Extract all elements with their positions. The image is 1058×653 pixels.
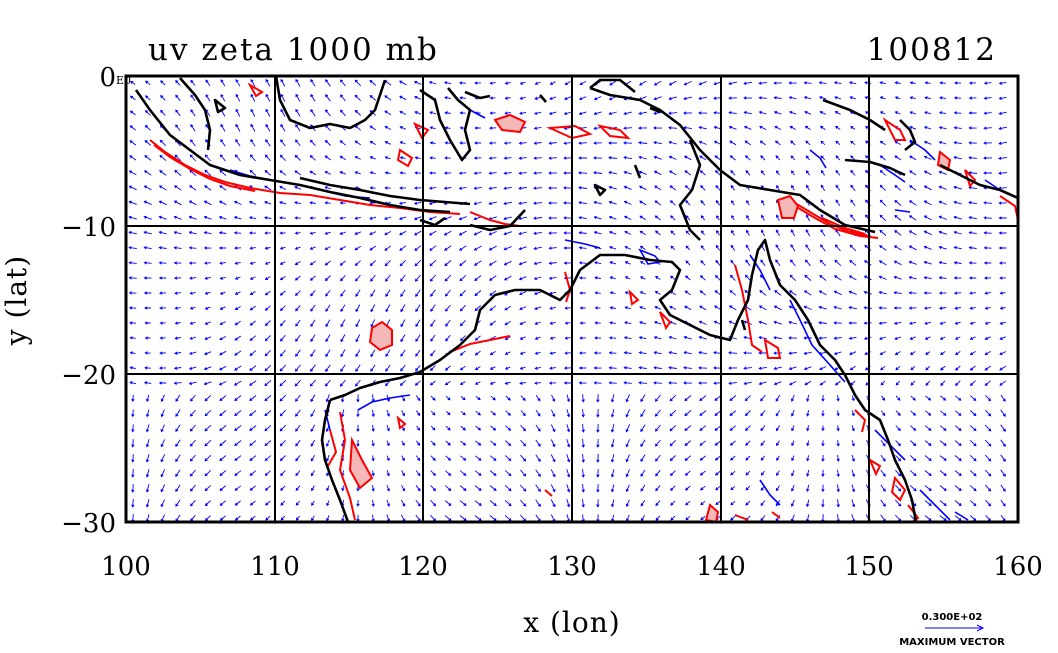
x-axis-title: x (lon) — [523, 606, 620, 639]
vorticity-contours — [149, 82, 1018, 522]
y-tick-labels: 0 −10 −20 −30 — [61, 63, 116, 539]
map-title: uv zeta 1000 mb — [148, 32, 439, 68]
y-tick-minus10: −10 — [61, 213, 116, 243]
grid-lines — [126, 76, 1018, 522]
date-label: 100812 — [867, 32, 997, 68]
plot-area — [124, 74, 1020, 524]
y-axis-title: y (lat) — [0, 255, 33, 346]
x-tick-100: 100 — [101, 552, 151, 582]
y-tick-0: 0 — [99, 63, 116, 93]
x-tick-160: 160 — [993, 552, 1043, 582]
reference-vector-legend: 0.300E+02 MAXIMUM VECTOR — [899, 612, 1005, 648]
reference-vector-arrow — [925, 624, 985, 632]
plot-frame — [124, 74, 1020, 524]
y-tick-minus20: −20 — [61, 361, 116, 391]
x-tick-120: 120 — [398, 552, 448, 582]
x-tick-110: 110 — [250, 552, 300, 582]
x-tick-130: 130 — [547, 552, 597, 582]
x-tick-140: 140 — [696, 552, 746, 582]
reference-vector-caption: MAXIMUM VECTOR — [899, 637, 1005, 648]
wind-vector-field — [128, 78, 1008, 522]
y-tick-minus30: −30 — [61, 509, 116, 539]
positive-vorticity-contours — [149, 82, 1018, 522]
corner-label: E0 — [116, 74, 131, 87]
wind-vector-arrows — [128, 78, 1008, 522]
x-tick-150: 150 — [844, 552, 894, 582]
reference-vector-value: 0.300E+02 — [922, 612, 983, 623]
x-tick-labels: 100 110 120 130 140 150 160 — [101, 552, 1043, 582]
